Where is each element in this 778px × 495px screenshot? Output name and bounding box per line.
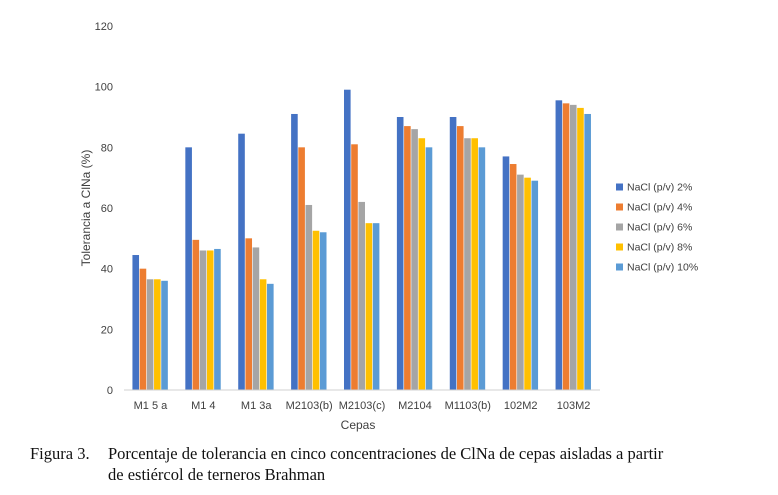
bar: [199, 250, 207, 390]
bar: [351, 144, 358, 390]
x-tick-label: M1 4: [191, 400, 215, 412]
y-tick-label: 100: [95, 82, 113, 94]
figure-caption: Figura 3. Porcentaje de tolerancia en cin…: [30, 443, 775, 485]
bar: [404, 126, 411, 390]
bar: [259, 279, 267, 390]
legend-swatch: [616, 203, 623, 211]
x-tick-label: M2103(c): [339, 400, 385, 412]
bar: [555, 100, 563, 390]
bar: [358, 201, 365, 390]
bar: [206, 250, 214, 390]
y-tick-label: 20: [101, 324, 113, 336]
legend-label: NaCl (p/v) 4%: [627, 202, 692, 214]
bar: [365, 223, 373, 390]
bar: [146, 279, 154, 390]
y-tick-label: 0: [107, 385, 113, 397]
legend-swatch: [616, 263, 623, 271]
y-tick-label: 120: [95, 21, 113, 33]
bar: [291, 113, 298, 390]
x-tick-label: M1103(b): [445, 400, 491, 412]
caption-line1: Porcentaje de tolerancia en cinco concen…: [108, 444, 664, 463]
legend-label: NaCl (p/v) 6%: [627, 222, 692, 234]
y-axis-title: Tolerancia a ClNa (%): [79, 150, 93, 267]
y-tick-label: 80: [101, 142, 113, 154]
bar: [139, 268, 147, 390]
bar: [238, 133, 245, 390]
bar: [478, 147, 486, 390]
bar: [305, 204, 313, 390]
bars: [132, 89, 591, 391]
bar: [319, 232, 327, 390]
legend-label: NaCl (p/v) 2%: [627, 182, 692, 194]
bar: [425, 147, 433, 390]
bar: [524, 177, 531, 390]
legend-swatch: [616, 243, 623, 251]
x-tick-label: 102M2: [504, 400, 538, 412]
bar: [577, 107, 584, 391]
x-tick-label: M2104: [398, 400, 432, 412]
bar: [185, 147, 192, 390]
bar: [396, 117, 404, 390]
bar: [471, 138, 478, 390]
bar: [531, 180, 539, 390]
y-axis-ticks: 0 20 40 60 80 100 120: [95, 21, 113, 397]
x-axis-ticks: M1 5 a M1 4 M1 3a M2103(b) M2103(c) M2104 M110…: [134, 400, 591, 412]
caption-label: Figura 3.: [30, 444, 90, 463]
bar: [372, 223, 380, 390]
legend-label: NaCl (p/v) 10%: [627, 262, 698, 274]
bar: [584, 113, 591, 390]
bar: [298, 147, 305, 390]
x-tick-label: M1 3a: [241, 400, 272, 412]
bar: [464, 138, 471, 390]
bar: [411, 129, 418, 390]
x-axis-title: Cepas: [341, 418, 376, 432]
x-tick-label: M2103(b): [286, 400, 333, 412]
bar: [161, 280, 168, 390]
bar: [569, 104, 577, 391]
legend-label: NaCl (p/v) 8%: [627, 242, 692, 254]
caption-line2: de estiércol de terneros Brahman: [108, 465, 326, 484]
bar: [509, 164, 517, 390]
y-tick-label: 40: [101, 264, 113, 276]
bar: [154, 279, 161, 390]
y-tick-label: 60: [101, 203, 113, 215]
bar: [562, 103, 570, 390]
bar: [449, 117, 457, 390]
bar: [312, 230, 320, 390]
bar: [344, 89, 351, 390]
bar: [252, 247, 260, 390]
bar: [214, 248, 221, 390]
bar: [502, 156, 510, 390]
bar: [132, 255, 140, 390]
bar: [192, 239, 200, 390]
legend-swatch: [616, 223, 623, 231]
bar: [418, 138, 426, 390]
x-tick-label: M1 5 a: [134, 400, 169, 412]
legend-swatch: [616, 183, 623, 191]
bar: [517, 174, 524, 390]
bar: [245, 238, 253, 390]
bar: [456, 126, 464, 390]
x-tick-label: 103M2: [557, 400, 591, 412]
bar: [267, 283, 274, 390]
legend: NaCl (p/v) 2% NaCl (p/v) 4% NaCl (p/v) 6% N…: [616, 182, 698, 274]
